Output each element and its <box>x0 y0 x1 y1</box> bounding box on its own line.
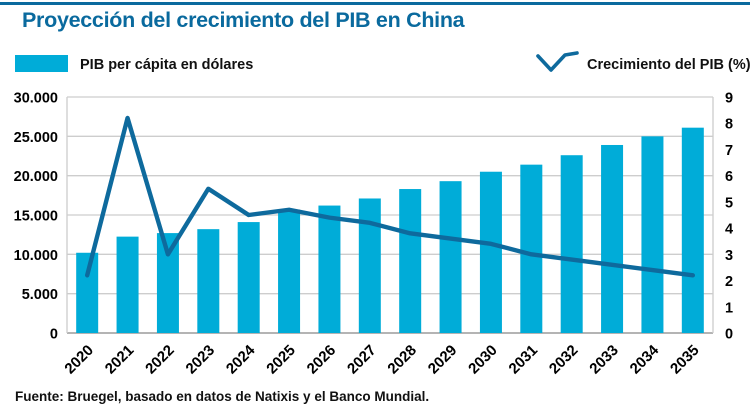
line-legend-icon <box>536 51 579 72</box>
chart: 0 5.000 10.000 15.000 20.000 25.000 30.000 0 1 2 3… <box>14 91 733 378</box>
right-axis-tick-label: 9 <box>725 91 733 107</box>
bar-2035 <box>681 127 704 334</box>
right-axis-tick-label: 3 <box>725 248 733 264</box>
bar-2033 <box>601 144 624 333</box>
x-axis-label-2025: 2025 <box>263 342 299 378</box>
bar-legend-swatch <box>15 55 68 72</box>
bar-2024 <box>237 222 260 333</box>
left-axis-tick-label: 10.000 <box>14 248 58 264</box>
bar-2029 <box>439 181 462 333</box>
left-axis-tick-label: 5.000 <box>22 287 58 303</box>
bar-2023 <box>197 229 220 333</box>
right-axis-tick-label: 0 <box>725 327 733 343</box>
left-axis-tick-label: 0 <box>50 327 58 343</box>
right-axis-tick-label: 7 <box>725 143 733 159</box>
x-axis-label-2022: 2022 <box>142 342 178 378</box>
x-axis-label-2027: 2027 <box>344 342 380 378</box>
x-axis-label-2030: 2030 <box>465 342 501 378</box>
bar-2034 <box>641 136 664 333</box>
bar-2032 <box>560 155 583 333</box>
x-axis-label-2035: 2035 <box>667 342 703 378</box>
x-axis-label-2031: 2031 <box>506 342 542 378</box>
x-axis-label-2028: 2028 <box>384 342 420 378</box>
right-axis-tick-label: 5 <box>725 195 733 211</box>
right-axis-tick-label: 1 <box>725 300 733 316</box>
x-axis-label-2026: 2026 <box>304 342 340 378</box>
bar-2031 <box>520 164 543 333</box>
right-axis-tick-label: 8 <box>725 117 733 133</box>
bar-2026 <box>318 205 341 333</box>
bar-2021 <box>116 236 139 333</box>
left-axis-tick-label: 15.000 <box>14 209 58 225</box>
left-axis-tick-label: 25.000 <box>14 130 58 146</box>
x-axis-label-2033: 2033 <box>586 342 622 378</box>
x-axis-label-2020: 2020 <box>61 342 97 378</box>
top-rule <box>0 2 750 5</box>
chart-title: Proyección del crecimiento del PIB en Ch… <box>22 8 465 32</box>
x-axis-label-2024: 2024 <box>223 341 259 377</box>
bar-2022 <box>156 233 179 333</box>
right-axis-tick-label: 2 <box>725 274 733 290</box>
bar-2025 <box>278 209 301 333</box>
line-legend-label: Crecimiento del PIB (%) <box>587 57 750 73</box>
x-axis-label-2023: 2023 <box>183 342 219 378</box>
left-axis-tick-label: 20.000 <box>14 169 58 185</box>
x-axis-label-2032: 2032 <box>546 342 582 378</box>
bar-2020 <box>76 252 99 333</box>
x-axis-label-2034: 2034 <box>627 341 663 377</box>
right-axis-tick-label: 6 <box>725 169 733 185</box>
right-axis-tick-label: 4 <box>725 222 733 238</box>
x-axis-label-2021: 2021 <box>102 342 138 378</box>
x-axis-label-2029: 2029 <box>425 342 461 378</box>
bar-2028 <box>399 189 422 333</box>
gdp-growth-line <box>84 115 696 278</box>
bar-2027 <box>358 198 381 333</box>
left-axis-tick-label: 30.000 <box>14 91 58 107</box>
source-note: Fuente: Bruegel, basado en datos de Nati… <box>15 389 430 404</box>
bar-2030 <box>479 171 502 333</box>
bar-legend-label: PIB per cápita en dólares <box>80 57 254 73</box>
